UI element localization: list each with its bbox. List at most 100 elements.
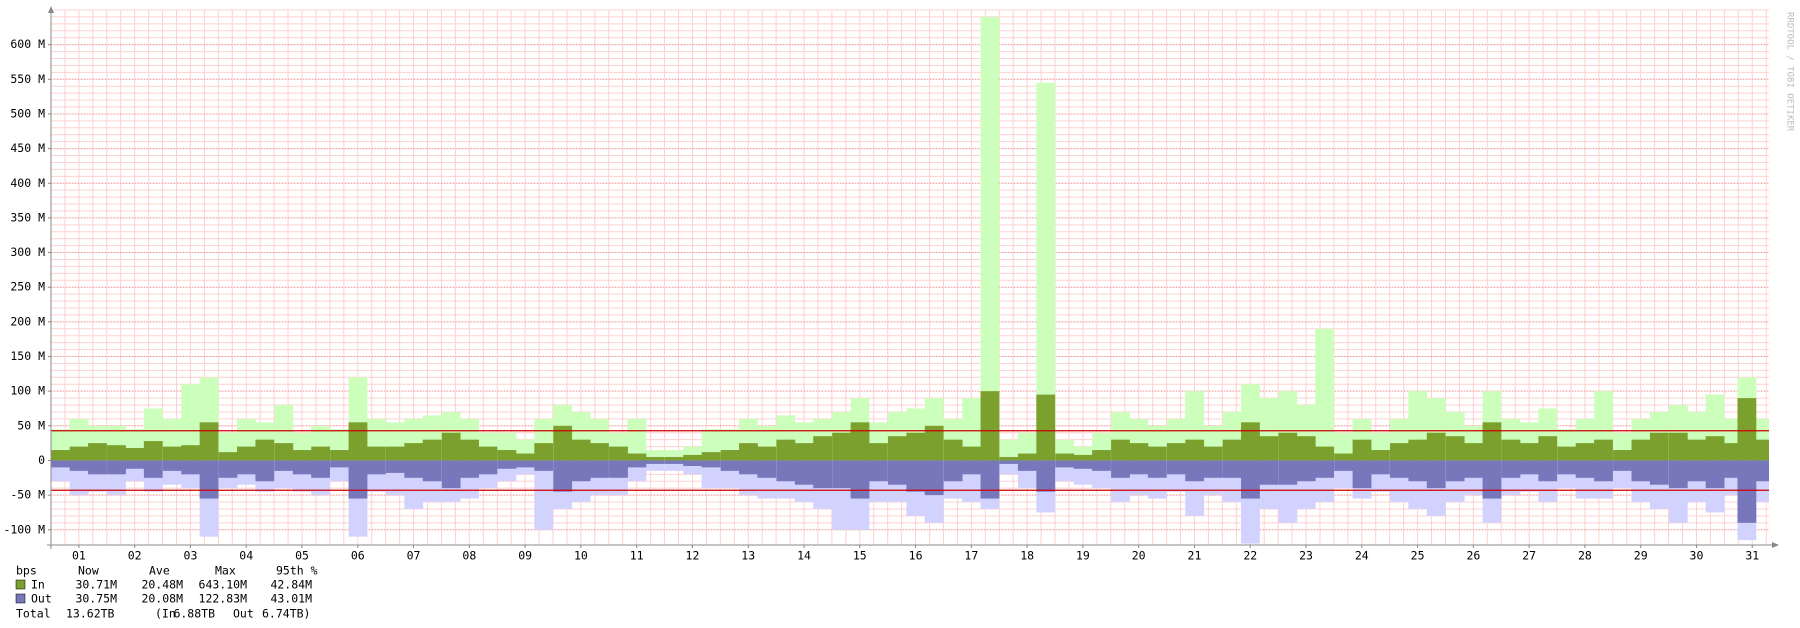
area-bar [422, 439, 442, 461]
area-bar [1575, 443, 1595, 461]
area-bar [125, 460, 145, 469]
legend-stat: 42.84M [270, 578, 312, 592]
x-tick-label: 27 [1522, 549, 1536, 563]
area-bar [1241, 422, 1260, 461]
area-bar [1519, 443, 1539, 461]
area-bar [1296, 436, 1316, 461]
total-in: 6.88TB [173, 607, 215, 621]
x-tick-label: 18 [1020, 549, 1034, 563]
area-bar [1687, 439, 1707, 461]
x-tick-label: 23 [1299, 549, 1313, 563]
area-bar [1649, 460, 1669, 485]
area-bar [645, 456, 665, 461]
area-bar [1408, 460, 1428, 482]
area-bar [1147, 446, 1167, 461]
overlay: -100 M -50 M 0 50 M 100 M 150 M 200 M 250 M 300 … [3, 6, 1779, 563]
legend-name: In [31, 578, 45, 592]
area-bar [924, 425, 944, 461]
area-bar [534, 443, 554, 461]
area-bar [1557, 460, 1577, 475]
area-bar [1594, 439, 1613, 461]
max-bar [980, 16, 1000, 461]
area-bar [1631, 439, 1651, 461]
area-bar [701, 460, 721, 468]
area-bar [720, 450, 740, 461]
area-bar [869, 460, 888, 482]
area-bar [1705, 436, 1725, 461]
x-tick-label: 22 [1243, 549, 1257, 563]
area-bar [701, 452, 721, 461]
area-bar [515, 460, 535, 468]
x-tick-label: 13 [741, 549, 755, 563]
plot-area [51, 16, 1769, 544]
x-tick-label: 20 [1132, 549, 1146, 563]
area-bar [553, 425, 573, 461]
area-bar [162, 446, 182, 461]
area-bar [850, 460, 870, 499]
area-bar [720, 460, 740, 471]
area-bar [1720, 443, 1740, 461]
area-bar [422, 460, 442, 482]
area-bar [348, 422, 368, 461]
area-bar [1036, 394, 1056, 461]
area-bar [609, 460, 628, 478]
area-bar [1092, 450, 1111, 461]
area-bar [107, 445, 126, 461]
area-bar [1557, 446, 1577, 461]
x-tick-label: 29 [1634, 549, 1648, 563]
area-bar [534, 460, 554, 471]
area-bar [1111, 439, 1130, 461]
area-bar [330, 460, 349, 468]
area-bar [1203, 446, 1223, 461]
area-bar [348, 460, 368, 499]
area-bar [645, 460, 665, 464]
area-bar [887, 460, 907, 485]
legend-header: 95th % [276, 564, 318, 578]
area-bar [478, 446, 498, 461]
area-bar [1482, 422, 1502, 461]
area-bar [609, 446, 628, 461]
legend-stat: 30.71M [75, 578, 117, 592]
area-bar [1501, 460, 1521, 478]
area-bar [1519, 460, 1539, 475]
area-bar [497, 460, 517, 469]
y-tick-label: -100 M [3, 522, 45, 536]
area-bar [125, 447, 145, 461]
area-bar [664, 460, 684, 464]
area-bar [199, 460, 219, 499]
area-bar [776, 460, 796, 482]
area-bar [571, 439, 591, 461]
area-bar [1426, 432, 1446, 461]
x-tick-label: 07 [407, 549, 421, 563]
x-tick-label: 21 [1188, 549, 1202, 563]
area-bar [1720, 460, 1740, 478]
area-bar [1129, 460, 1149, 475]
area-bar [1754, 460, 1769, 482]
area-bar [218, 452, 238, 461]
area-bar [1389, 460, 1409, 478]
x-tick-label: 01 [72, 549, 86, 563]
area-bar [1575, 460, 1595, 478]
area-bar [1687, 460, 1707, 482]
y-tick-label: 400 M [10, 176, 45, 190]
area-bar [1334, 460, 1354, 471]
max-bar [645, 450, 665, 461]
area-bar [943, 439, 963, 461]
area-bar [515, 453, 535, 461]
area-bar [366, 446, 386, 461]
area-bar [181, 445, 201, 461]
legend-stat: 43.01M [270, 592, 312, 606]
x-tick-label: 11 [630, 549, 644, 563]
area-bar [1408, 439, 1428, 461]
x-tick-label: 26 [1466, 549, 1480, 563]
area-bar [683, 460, 703, 466]
area-bar [869, 443, 888, 461]
area-bar [571, 460, 591, 482]
area-bar [1278, 432, 1298, 461]
area-bar [906, 432, 926, 461]
area-bar [1482, 460, 1502, 499]
total-label: Total [16, 607, 51, 621]
area-bar [980, 391, 1000, 461]
area-bar [441, 460, 461, 489]
